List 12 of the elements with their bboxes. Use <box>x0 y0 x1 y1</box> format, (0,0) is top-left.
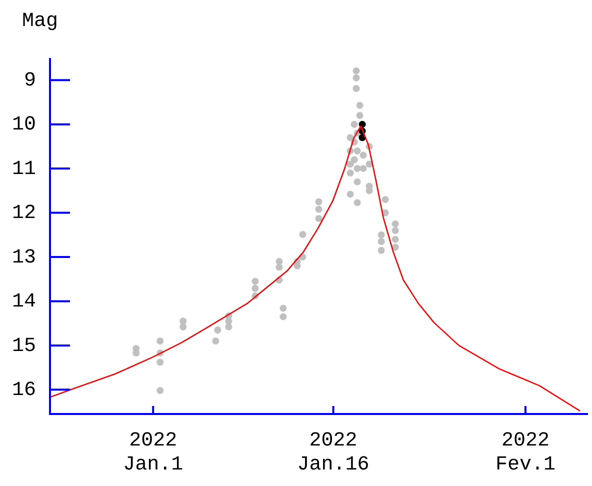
y-tick-label: 11 <box>12 158 36 181</box>
y-tick-label: 10 <box>12 114 36 137</box>
y-tick-label: 13 <box>12 246 36 270</box>
y-tick-label: 16 <box>12 378 36 402</box>
y-tick-label: 15 <box>12 334 36 358</box>
x-tick-label: 2022 Fev.1 <box>495 429 556 476</box>
x-tick-label: 2022 Jan.1 <box>123 429 184 476</box>
y-axis-title: Mag <box>22 10 58 33</box>
x-tick-label: 2022 Jan.16 <box>297 429 370 476</box>
y-tick-label: 12 <box>12 202 36 226</box>
y-tick-label: 14 <box>12 290 36 314</box>
y-tick-label: 9 <box>24 69 36 92</box>
